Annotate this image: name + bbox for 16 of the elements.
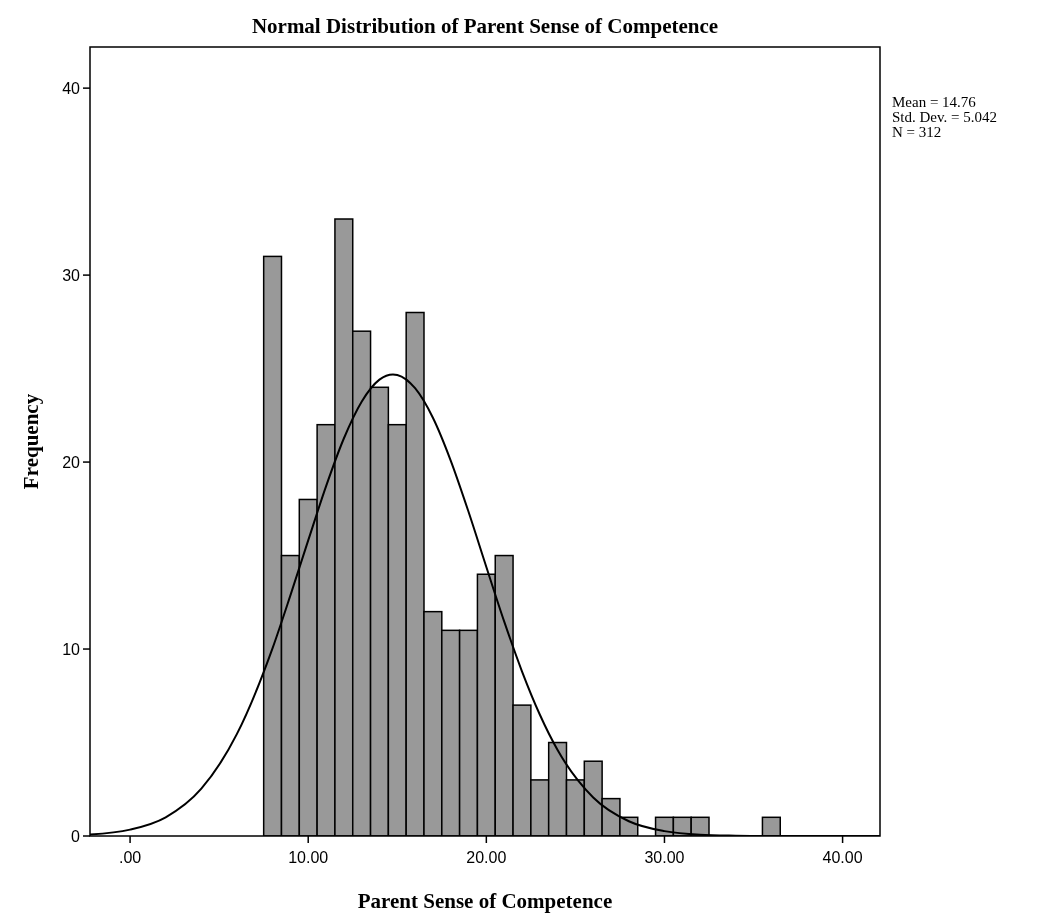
y-tick-label: 30 [62, 267, 81, 285]
text: N = 312 [892, 124, 942, 140]
x-tick-label: 40.00 [822, 849, 863, 866]
x-tick-label: 20.00 [466, 849, 507, 866]
x-tick-label: .00 [118, 849, 142, 866]
x-tick-label: 10.00 [288, 849, 329, 866]
text: Mean = 14.76 [892, 94, 977, 110]
y-tick-label: 40 [62, 80, 81, 98]
text: Std. Dev. = 5.042 [892, 109, 997, 125]
y-axis-title: Frequency [19, 393, 43, 490]
x-tick-label: 30.00 [644, 849, 685, 866]
y-tick-label: 0 [71, 828, 81, 845]
x-axis-title: Parent Sense of Competence [357, 889, 613, 913]
chart-title: Normal Distribution of Parent Sense of Competence [251, 14, 719, 38]
y-tick-label: 20 [62, 454, 81, 472]
y-tick-label: 10 [62, 641, 81, 659]
